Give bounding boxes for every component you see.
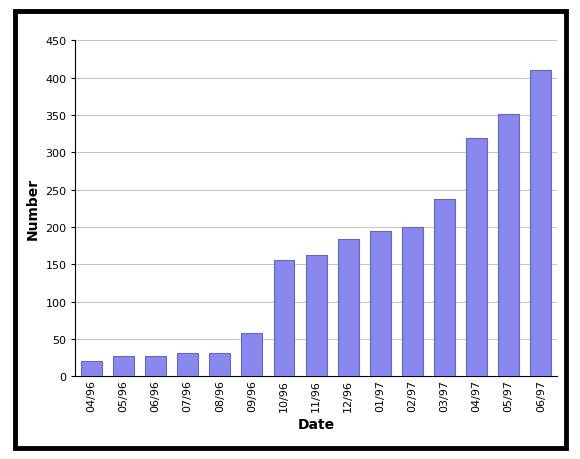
X-axis label: Date: Date [298,417,335,431]
Bar [209,353,230,376]
Y-axis label: Number: Number [26,178,39,240]
Bar [306,255,327,376]
Bar [113,356,134,376]
Bar [434,199,455,376]
Bar [81,362,102,376]
Bar [274,260,295,376]
Bar [177,353,198,376]
Bar [338,240,358,376]
Bar [402,228,423,376]
Bar [466,139,487,376]
Bar [145,356,166,376]
Bar [370,232,391,376]
Bar [498,114,519,376]
Bar [530,70,551,376]
Bar [241,333,262,376]
